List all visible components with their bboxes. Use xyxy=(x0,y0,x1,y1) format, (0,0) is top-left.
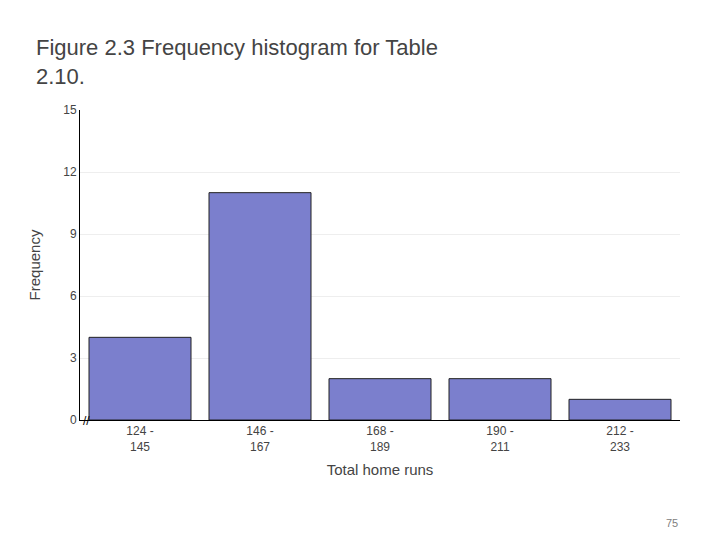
svg-text:168 -189: 168 -189 xyxy=(366,424,393,454)
svg-text://: // xyxy=(83,414,90,428)
svg-text:15: 15 xyxy=(63,103,77,117)
svg-text:12: 12 xyxy=(63,165,77,179)
svg-text:190 -211: 190 -211 xyxy=(486,424,513,454)
svg-text:75: 75 xyxy=(666,517,678,529)
svg-text:3: 3 xyxy=(70,351,77,365)
svg-text:6: 6 xyxy=(70,289,77,303)
svg-text:Figure 2.3 Frequency histogram: Figure 2.3 Frequency histogram for Table… xyxy=(36,35,438,89)
svg-text:Total home runs: Total home runs xyxy=(327,461,434,478)
svg-text:Frequency: Frequency xyxy=(26,229,43,300)
svg-text:9: 9 xyxy=(70,227,77,241)
svg-text:146 -167: 146 -167 xyxy=(246,424,273,454)
svg-text:124 -145: 124 -145 xyxy=(126,424,153,454)
svg-text:0: 0 xyxy=(70,413,77,427)
svg-text:212 -233: 212 -233 xyxy=(606,424,633,454)
